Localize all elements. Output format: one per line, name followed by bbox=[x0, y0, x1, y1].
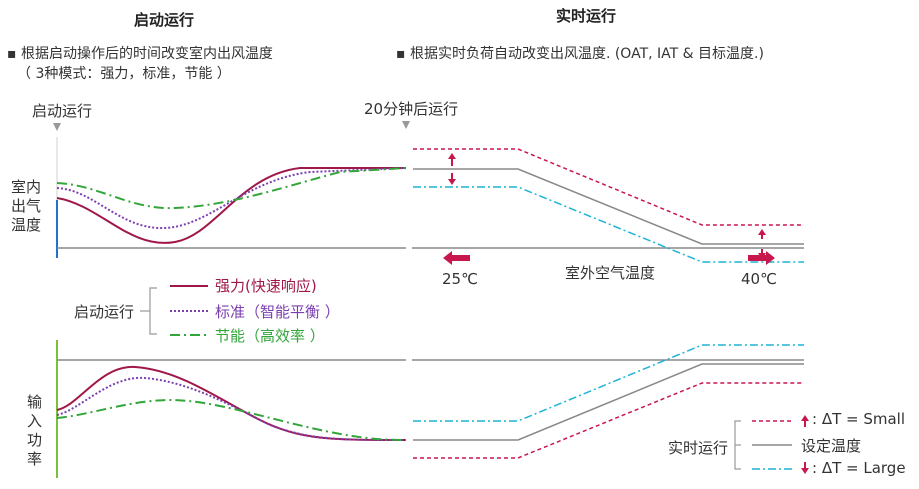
y-label-power-line2: 入 bbox=[27, 412, 43, 430]
line-small-power bbox=[413, 382, 804, 459]
y-label-power-line4: 率 bbox=[27, 450, 43, 468]
y-label-temperature-line2: 出气 bbox=[11, 197, 42, 215]
left-marker-label: 启动运行 bbox=[32, 102, 93, 120]
curve-strong-power bbox=[56, 365, 407, 441]
legend-strong-label: 强力(快速响应) bbox=[215, 277, 317, 295]
y-label-power-line3: 功 bbox=[27, 431, 43, 449]
curve-standard-power bbox=[56, 376, 407, 441]
right-legend-group-label: 实时运行 bbox=[668, 439, 729, 457]
y-label-temperature: 室内 出气 温度 bbox=[11, 178, 45, 235]
legend-up-arrow-icon bbox=[801, 415, 809, 427]
legend-setpoint-label: 设定温度 bbox=[801, 437, 862, 455]
legend-small-label: : ΔT = Small bbox=[812, 410, 906, 428]
curve-standard-temp bbox=[56, 167, 407, 230]
line-large-temp bbox=[413, 186, 804, 263]
right-marker-arrow bbox=[402, 121, 410, 129]
left-bullet-line1: ▪ 根据启动操作后的时间改变室内出风温度 bbox=[7, 46, 273, 62]
right-title: 实时运行 bbox=[556, 7, 617, 25]
curve-eco-power bbox=[56, 398, 407, 441]
legend-down-arrow-icon bbox=[801, 462, 809, 474]
line-large-power bbox=[413, 344, 804, 422]
right-marker-label: 20分钟后运行 bbox=[364, 100, 459, 118]
line-setpoint-power bbox=[413, 363, 804, 441]
y-label-temperature-line1: 室内 bbox=[11, 178, 42, 196]
y-label-power: 输 入 功 率 bbox=[27, 393, 47, 469]
left-bullet-line2: （ 3种模式：强力，标准，节能 ） bbox=[17, 66, 231, 82]
curve-strong-temp bbox=[56, 167, 406, 244]
arrow-left-25c bbox=[443, 251, 470, 265]
left-legend-bracket bbox=[140, 287, 157, 335]
left-legend-group-label: 启动运行 bbox=[74, 303, 135, 321]
left-title: 启动运行 bbox=[134, 11, 195, 29]
x-axis-label: 室外空气温度 bbox=[565, 264, 656, 282]
temp-low-label: 25℃ bbox=[442, 270, 478, 288]
legend-eco-label: 节能（高效率 ） bbox=[215, 327, 325, 345]
legend-standard-label: 标准（智能平衡 ） bbox=[215, 303, 340, 321]
temp-high-label: 40℃ bbox=[741, 270, 777, 288]
y-label-temperature-line3: 温度 bbox=[11, 216, 42, 234]
delta-arrows-left bbox=[448, 153, 456, 185]
left-marker-arrow bbox=[53, 123, 61, 131]
right-bullet: ▪ 根据实时负荷自动改变出风温度. (OAT, IAT & 目标温度.) bbox=[396, 46, 764, 62]
y-label-power-line1: 输 bbox=[27, 393, 43, 411]
curve-eco-temp bbox=[56, 167, 407, 210]
arrow-right-40c bbox=[748, 251, 775, 265]
line-small-temp bbox=[413, 148, 804, 226]
legend-large-label: : ΔT = Large bbox=[812, 459, 906, 477]
line-setpoint-temp bbox=[413, 168, 804, 245]
right-legend-bracket bbox=[734, 420, 741, 470]
